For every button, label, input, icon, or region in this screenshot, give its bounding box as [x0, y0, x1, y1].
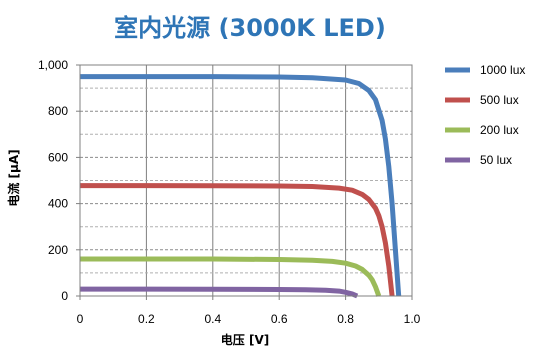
y-tick-label: 800	[48, 104, 68, 118]
chart-title: 室内光源 (3000K LED)	[114, 14, 386, 42]
y-axis-ticks: 0 200 400 600 800 1,000	[38, 58, 80, 303]
grid-lines	[80, 65, 412, 296]
legend-label: 50 lux	[480, 153, 512, 167]
x-axis-label: 电压 [V]	[221, 332, 269, 347]
x-tick-label: 0.4	[204, 312, 221, 326]
plot-frame	[79, 64, 413, 297]
x-axis-ticks: 0 0.2 0.4 0.6 0.8 1.0	[77, 296, 421, 326]
y-axis-label: 电流 [μA]	[6, 149, 21, 206]
series-line-500-lux	[80, 183, 395, 297]
x-tick-label: 0.6	[271, 312, 288, 326]
x-tick-label: 0.2	[138, 312, 155, 326]
x-tick-label: 1.0	[404, 312, 421, 326]
y-tick-label: 1,000	[38, 58, 68, 72]
legend-label: 200 lux	[480, 123, 519, 137]
y-tick-label: 200	[48, 243, 68, 257]
legend-label: 1000 lux	[480, 63, 525, 77]
legend: 1000 lux 500 lux 200 lux 50 lux	[445, 63, 525, 167]
series-line-1000-lux	[80, 74, 402, 297]
y-tick-label: 400	[48, 197, 68, 211]
series-line-200-lux	[80, 256, 382, 297]
x-tick-label: 0.8	[337, 312, 354, 326]
y-tick-label: 600	[48, 150, 68, 164]
legend-label: 500 lux	[480, 93, 519, 107]
series-line-50-lux	[80, 286, 359, 299]
series-layer	[80, 74, 402, 299]
y-tick-label: 0	[61, 289, 68, 303]
x-tick-label: 0	[77, 312, 84, 326]
